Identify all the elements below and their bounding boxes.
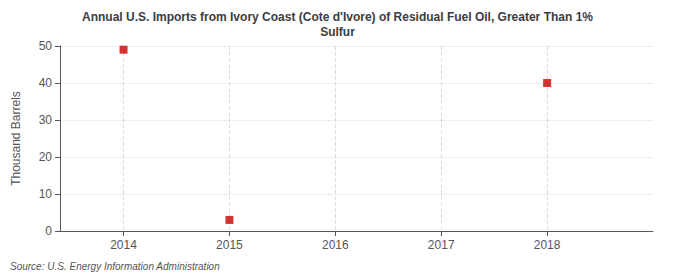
svg-text:2014: 2014	[110, 238, 137, 252]
svg-text:Thousand Barrels: Thousand Barrels	[9, 91, 23, 186]
svg-text:Source: U.S. Energy Informatio: Source: U.S. Energy Information Administ…	[10, 261, 220, 272]
svg-text:2017: 2017	[428, 238, 455, 252]
svg-text:40: 40	[39, 76, 53, 90]
svg-text:2015: 2015	[216, 238, 243, 252]
svg-text:2016: 2016	[322, 238, 349, 252]
svg-text:Sulfur: Sulfur	[320, 25, 355, 39]
svg-text:20: 20	[39, 150, 53, 164]
svg-text:30: 30	[39, 113, 53, 127]
svg-text:2018: 2018	[534, 238, 561, 252]
svg-text:0: 0	[45, 224, 52, 238]
svg-text:Annual U.S. Imports from Ivory: Annual U.S. Imports from Ivory Coast (Co…	[82, 10, 593, 24]
svg-text:50: 50	[39, 39, 53, 53]
svg-text:10: 10	[39, 187, 53, 201]
